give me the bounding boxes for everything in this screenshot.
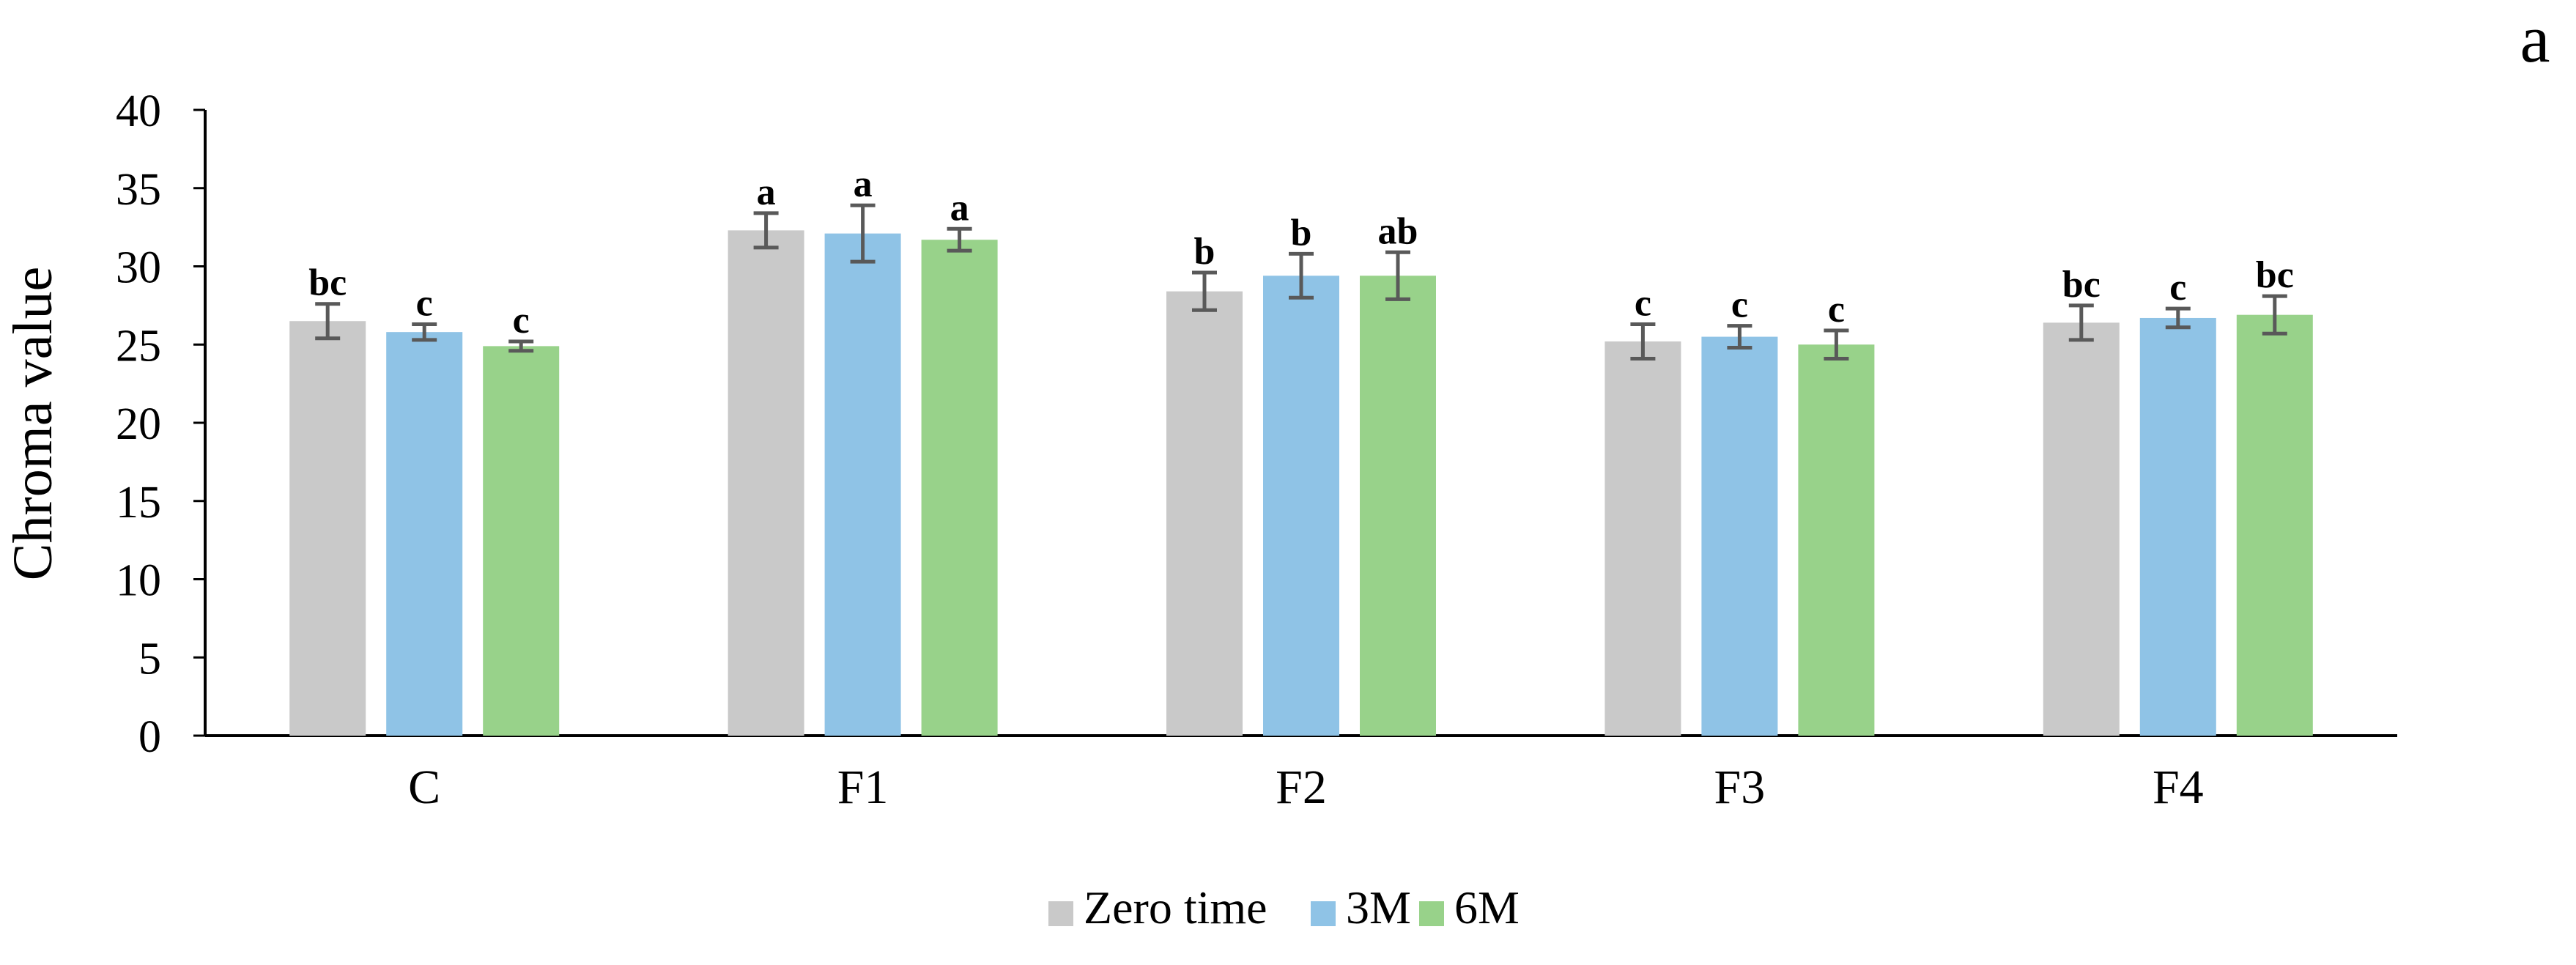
legend-swatch	[1311, 901, 1336, 926]
significance-label: c	[1731, 284, 1748, 326]
bars	[289, 230, 2313, 736]
bar-f1-zero-time	[728, 230, 804, 736]
x-category-label: F1	[837, 761, 889, 814]
y-tick-label: 0	[138, 712, 161, 762]
error-bars	[315, 203, 2287, 361]
significance-label: a	[757, 171, 776, 213]
significance-label: bc	[2256, 254, 2294, 296]
bar-f4-3m	[2139, 317, 2216, 736]
bar-c-3m	[386, 332, 463, 736]
legend-label: Zero time	[1084, 881, 1267, 933]
bar-f3-zero-time	[1605, 341, 1681, 736]
significance-label: c	[416, 282, 433, 324]
significance-label: b	[1194, 231, 1215, 273]
bar-f4-zero-time	[2043, 322, 2120, 736]
y-tick-label: 20	[116, 399, 161, 449]
y-ticks: 0 5 10 15 20 25 30 35 40	[116, 86, 205, 762]
panel-label: a	[2520, 1, 2550, 76]
bar-f1-3m	[824, 233, 901, 736]
x-category-label: F4	[2153, 761, 2204, 814]
y-axis-title: Chroma value	[2, 267, 64, 580]
y-tick-label: 10	[116, 556, 161, 606]
significance-label: c	[2169, 267, 2186, 308]
significance-labels: bc c ca aab b abc c cbc c bc	[308, 163, 2294, 341]
legend-swatch	[1048, 901, 1073, 926]
significance-label: b	[1291, 212, 1312, 254]
bar-f4-6m	[2236, 314, 2313, 736]
significance-label: bc	[308, 262, 347, 304]
x-category-label: F2	[1276, 761, 1327, 814]
bar-f2-3m	[1263, 276, 1339, 736]
x-category-label: C	[408, 761, 440, 814]
y-tick-label: 25	[116, 321, 161, 371]
significance-label: bc	[2062, 264, 2101, 306]
y-tick-label: 30	[116, 243, 161, 293]
y-tick-label: 40	[116, 86, 161, 136]
y-tick-label: 5	[138, 634, 161, 684]
bar-f1-6m	[921, 240, 998, 736]
legend-swatch	[1419, 901, 1444, 926]
bar-c-zero-time	[289, 321, 366, 736]
significance-label: a	[854, 163, 873, 205]
legend-label: 6M	[1454, 881, 1520, 933]
significance-label: ab	[1378, 210, 1418, 252]
x-category-label: F3	[1714, 761, 1766, 814]
bar-f3-6m	[1798, 344, 1875, 736]
significance-label: a	[950, 187, 969, 229]
bar-f2-6m	[1360, 276, 1436, 736]
category-labels: C F1 F2 F3 F4	[408, 761, 2203, 814]
y-tick-label: 35	[116, 165, 161, 215]
bar-c-6m	[483, 346, 560, 736]
legend-label: 3M	[1346, 881, 1411, 933]
significance-label: c	[1828, 289, 1845, 330]
y-tick-label: 15	[116, 478, 161, 528]
bar-f3-3m	[1701, 336, 1778, 736]
legend: Zero time 3M 6M	[1048, 881, 1520, 933]
significance-label: c	[1635, 282, 1651, 324]
significance-label: c	[513, 300, 530, 341]
bar-f2-zero-time	[1166, 291, 1243, 736]
